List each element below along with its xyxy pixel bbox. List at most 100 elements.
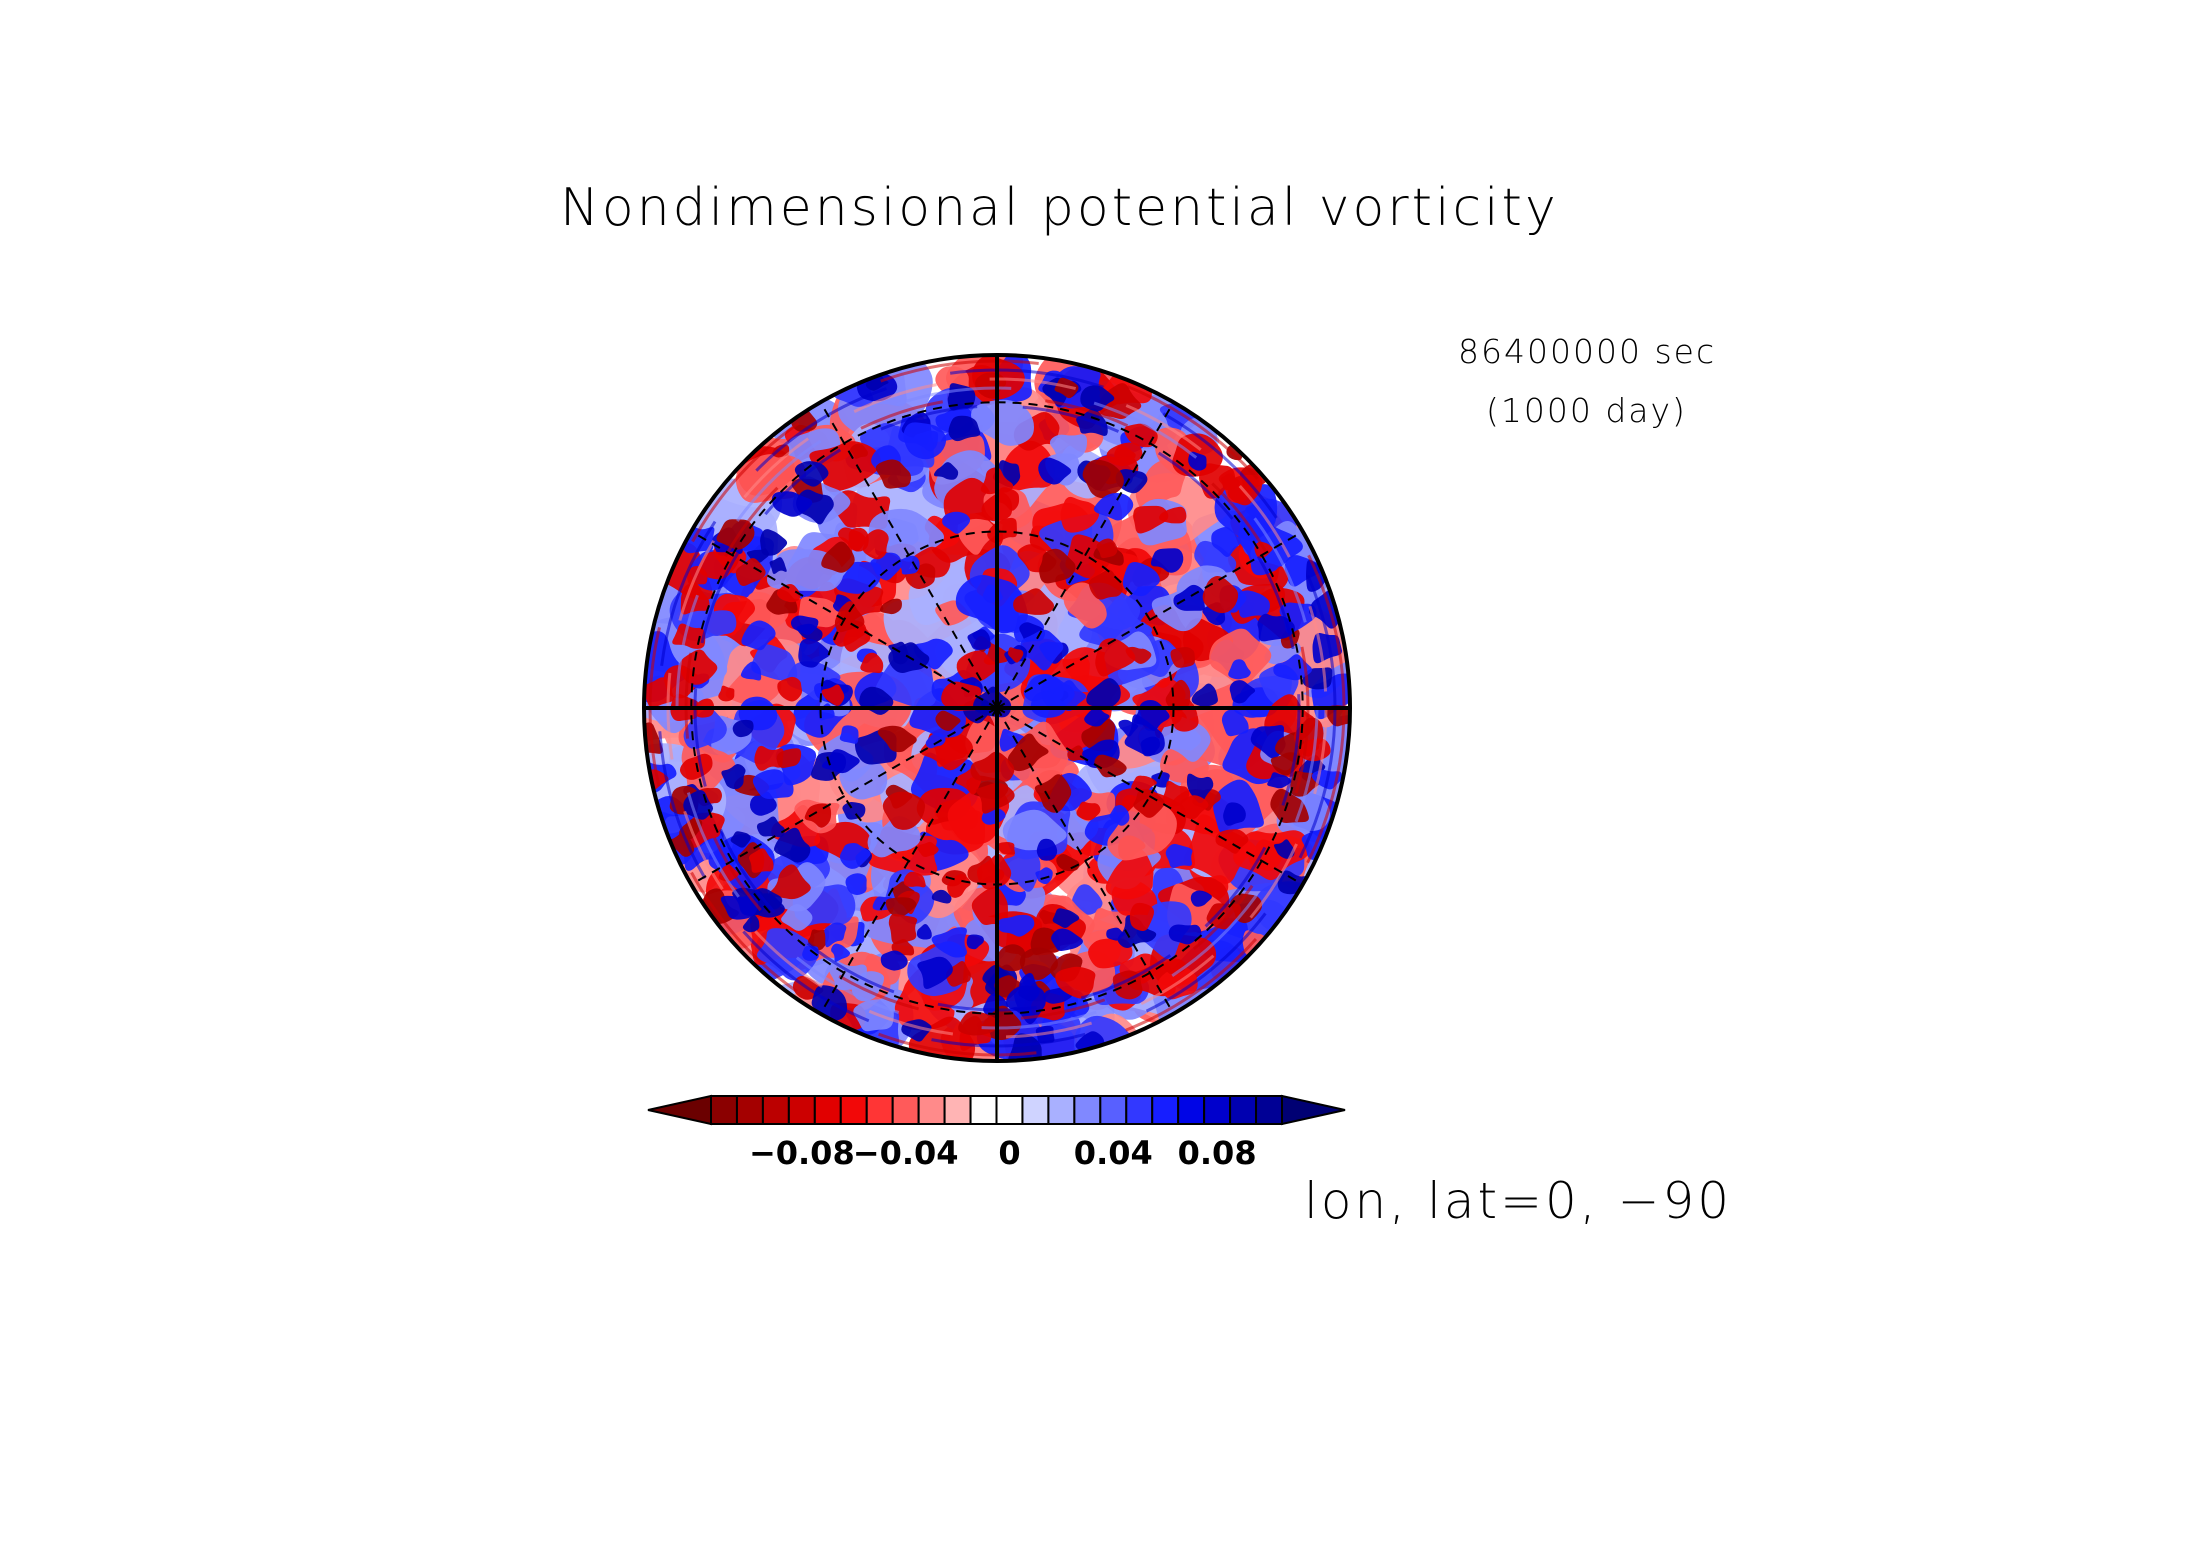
positive-pv-patch <box>999 840 1041 892</box>
colorbar-tick-label: 0.04 <box>1073 1134 1153 1172</box>
meridian-dashed <box>996 707 1175 1015</box>
colorbar-box <box>1151 1095 1180 1125</box>
negative-pv-patch <box>875 459 912 489</box>
negative-pv-patch <box>888 913 918 945</box>
positive-pv-patch <box>966 934 984 950</box>
negative-pv-patch <box>1063 582 1107 629</box>
positive-pv-patch <box>831 943 851 962</box>
negative-pv-patch <box>749 848 774 873</box>
positive-pv-patch <box>756 816 785 838</box>
positive-pv-patch <box>933 462 959 480</box>
negative-pv-patch <box>941 681 982 711</box>
negative-pv-patch <box>1007 647 1024 663</box>
positive-pv-patch <box>839 725 859 744</box>
colorbar-box <box>761 1095 790 1125</box>
positive-pv-patch <box>1190 890 1212 907</box>
colorbar-box <box>813 1095 842 1125</box>
plot-title: Nondimensional potential vorticity <box>560 178 1559 238</box>
positive-pv-patch <box>1038 457 1072 485</box>
positive-pv-patch <box>751 644 798 682</box>
negative-pv-patch <box>1183 814 1256 884</box>
negative-pv-patch <box>1133 789 1165 818</box>
positive-pv-patch <box>1267 772 1292 789</box>
negative-pv-patch <box>1269 566 1289 590</box>
positive-pv-patch <box>897 555 920 575</box>
negative-pv-patch <box>958 1011 1000 1036</box>
colorbar-box <box>1203 1095 1232 1125</box>
negative-pv-patch <box>956 650 998 683</box>
meridian-dashed <box>819 707 998 1015</box>
positive-pv-patch <box>1117 915 1157 948</box>
negative-pv-patch <box>1013 588 1055 615</box>
positive-pv-patch <box>955 575 1028 634</box>
vorticity-field <box>644 355 1350 1061</box>
positive-pv-patch <box>1109 804 1130 826</box>
negative-pv-patch <box>996 944 1026 972</box>
colorbar-box <box>1099 1095 1128 1125</box>
positive-pv-patch <box>1273 839 1295 859</box>
positive-pv-patch <box>1036 838 1058 861</box>
positive-pv-patch <box>917 956 953 990</box>
positive-pv-patch <box>769 557 787 574</box>
positive-pv-patch <box>842 801 866 820</box>
positive-pv-patch <box>1228 659 1251 680</box>
colorbar-tick-label: 0 <box>998 1134 1021 1172</box>
colorbar-box <box>1021 1095 1050 1125</box>
negative-pv-patch <box>668 830 695 857</box>
positive-pv-patch <box>1051 928 1083 952</box>
map-boundary <box>642 353 1352 1063</box>
negative-pv-patch <box>735 558 766 587</box>
positive-pv-patch <box>931 889 952 904</box>
positive-pv-patch <box>821 749 860 774</box>
colorbar-box <box>1177 1095 1206 1125</box>
negative-pv-patch <box>777 676 803 702</box>
positive-pv-patch <box>720 893 759 920</box>
negative-pv-patch <box>837 527 867 552</box>
negative-pv-patch <box>772 444 790 458</box>
negative-pv-patch <box>1158 506 1187 524</box>
positive-pv-patch <box>931 927 967 958</box>
meridian-dashed <box>690 530 998 709</box>
negative-pv-patch <box>804 803 832 828</box>
positive-pv-patch <box>1118 719 1139 737</box>
positive-pv-patch <box>903 422 947 460</box>
negative-pv-patch <box>850 443 868 459</box>
negative-pv-patch <box>1082 459 1124 499</box>
negative-pv-patch <box>1096 538 1118 559</box>
positive-pv-patch <box>1049 434 1088 468</box>
negative-pv-patch <box>916 841 939 857</box>
positive-pv-patch <box>760 529 788 556</box>
positive-pv-patch <box>916 923 932 940</box>
colorbar-tick-label: −0.04 <box>852 1134 959 1172</box>
meridian-dashed <box>996 530 1304 709</box>
colorbar-box <box>969 1095 998 1125</box>
positive-pv-patch <box>824 922 847 948</box>
colorbar-box <box>839 1095 868 1125</box>
positive-pv-patch <box>870 552 902 581</box>
positive-pv-patch <box>790 615 819 635</box>
negative-pv-patch <box>1170 647 1196 668</box>
negative-pv-patch <box>821 684 845 706</box>
positive-pv-patch <box>721 763 746 790</box>
negative-pv-patch <box>877 725 917 753</box>
negative-pv-patch <box>1107 798 1177 861</box>
colorbar-box <box>1255 1095 1283 1125</box>
negative-pv-patch <box>1039 548 1076 584</box>
negative-pv-patch <box>976 853 1012 890</box>
negative-pv-patch <box>1133 505 1169 534</box>
positive-pv-patch <box>1018 973 1040 1002</box>
colorbar-box <box>1125 1095 1154 1125</box>
negative-pv-patch <box>698 551 740 580</box>
colorbar-box <box>1047 1095 1076 1125</box>
colorbar-tick-label: −0.08 <box>748 1134 855 1172</box>
positive-pv-patch <box>741 620 776 651</box>
positive-pv-patch <box>740 661 762 681</box>
colorbar-box <box>943 1095 972 1125</box>
negative-pv-patch <box>1034 774 1072 813</box>
positive-pv-patch <box>942 511 971 534</box>
positive-pv-patch <box>774 827 811 863</box>
colorbar-box <box>787 1095 816 1125</box>
positive-pv-patch <box>1115 469 1148 494</box>
positive-pv-patch <box>1122 561 1160 597</box>
positive-pv-patch <box>967 629 991 650</box>
